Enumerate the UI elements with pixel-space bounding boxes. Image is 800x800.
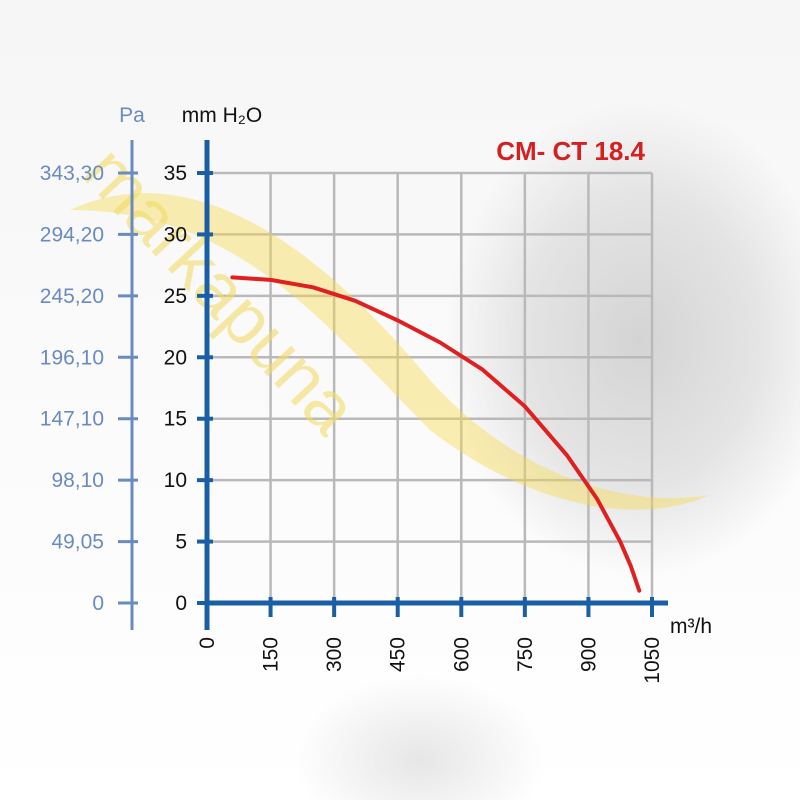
y-tick-label: 0 <box>175 592 187 615</box>
x-tick-label: 0 <box>196 637 219 649</box>
secondary-y-tick-label: 147,10 <box>40 408 104 431</box>
axes: 0 49,05 98,10 147,10 196,10 245,20 294,20 343,3… <box>40 140 668 684</box>
secondary-y-tick-label: 196,10 <box>40 346 104 369</box>
y-tick-label: 35 <box>164 162 187 185</box>
x-tick-label: 900 <box>577 637 600 672</box>
y-axis-label: mm H₂O <box>182 104 262 127</box>
x-tick-label: 450 <box>387 637 410 672</box>
secondary-y-tick-label: 49,05 <box>51 531 104 554</box>
y-tick-label: 25 <box>164 285 187 308</box>
secondary-y-tick-label: 98,10 <box>51 469 104 492</box>
x-axis-label: m³/h <box>670 615 712 638</box>
series-line <box>230 275 642 593</box>
y-tick-label: 20 <box>164 346 187 369</box>
grid <box>207 171 654 603</box>
chart-title: CM- CT 18.4 <box>496 136 645 166</box>
x-tick-label: 150 <box>260 637 283 672</box>
x-tick-label: 1050 <box>641 637 664 684</box>
secondary-y-axis-label: Pa <box>119 104 145 127</box>
y-tick-label: 15 <box>164 408 187 431</box>
secondary-y-tick-label: 294,20 <box>40 223 104 246</box>
secondary-y-tick-label: 245,20 <box>40 285 104 308</box>
y-tick-label: 30 <box>164 223 187 246</box>
x-tick-label: 300 <box>323 637 346 672</box>
watermark-layer: markapuna <box>68 131 710 510</box>
series-layer <box>230 275 642 593</box>
watermark-swoosh <box>70 193 710 510</box>
y-tick-label: 10 <box>164 469 187 492</box>
secondary-y-tick-label: 343,30 <box>40 162 104 185</box>
x-tick-label: 600 <box>450 637 473 672</box>
y-tick-label: 5 <box>175 531 187 554</box>
secondary-y-tick-label: 0 <box>92 592 104 615</box>
x-tick-label: 750 <box>514 637 537 672</box>
